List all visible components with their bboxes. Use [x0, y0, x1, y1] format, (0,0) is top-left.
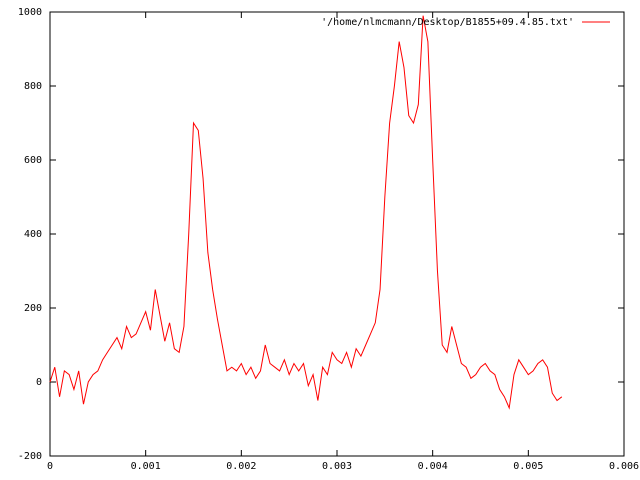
x-tick-label: 0.005: [513, 461, 543, 472]
y-tick-label: 400: [24, 229, 42, 240]
y-tick-label: 200: [24, 303, 42, 314]
plot-frame: [49, 11, 625, 457]
x-tick-label: 0.004: [418, 461, 448, 472]
legend-label: '/home/nlmcmann/Desktop/B1855+09.4.85.tx…: [321, 17, 574, 28]
y-tick-label: 1000: [18, 7, 42, 18]
x-tick-label: 0: [47, 461, 53, 472]
x-tick-label: 0.006: [609, 461, 639, 472]
x-tick-label: 0.003: [322, 461, 352, 472]
y-tick-label: 0: [36, 377, 42, 388]
y-tick-label: 800: [24, 81, 42, 92]
data-line: [49, 15, 563, 410]
y-tick-label: 600: [24, 155, 42, 166]
x-tick-label: 0.001: [131, 461, 161, 472]
x-tick-label: 0.002: [226, 461, 256, 472]
y-tick-label: -200: [18, 451, 42, 462]
